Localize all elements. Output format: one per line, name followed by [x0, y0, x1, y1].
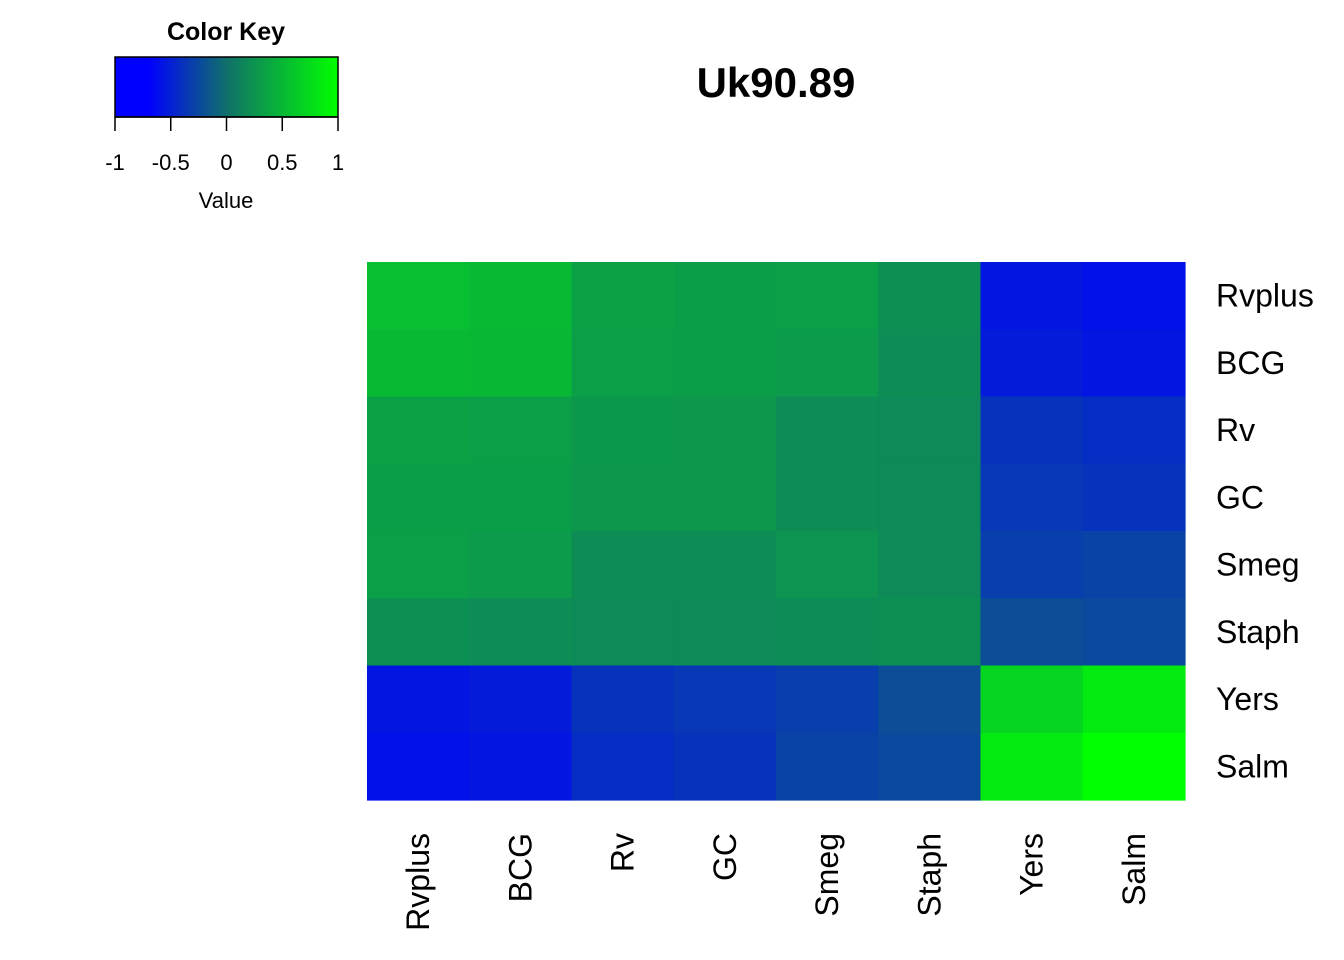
heatmap-cell [776, 665, 879, 734]
heatmap-cell [776, 463, 879, 532]
heatmap-cell [776, 732, 879, 801]
heatmap-cell [980, 665, 1084, 734]
heatmap-cell [1082, 598, 1186, 667]
color-key-tick-label: 0.5 [267, 150, 298, 175]
color-key-ticks: -1 -0.5 0 0.5 1 [105, 116, 344, 175]
heatmap-cell [980, 732, 1084, 801]
heatmap-cell [571, 598, 675, 667]
color-key-tick-label: 0 [220, 150, 232, 175]
heatmap-cell [878, 262, 982, 330]
heatmap-cell [776, 262, 879, 330]
heatmap-cell [776, 329, 879, 398]
heatmap-cell [776, 531, 879, 599]
color-key: Color Key -1 -0.5 0 0.5 1 Value [105, 18, 344, 213]
heatmap-cell [1082, 463, 1186, 532]
heatmap-cell [980, 463, 1084, 532]
heatmap-cells [367, 262, 1186, 801]
column-label: BCG [502, 833, 538, 902]
heatmap-cell [673, 329, 777, 398]
heatmap-cell [571, 262, 675, 330]
color-key-tick-label: -1 [105, 150, 125, 175]
color-key-tick-label: 1 [332, 150, 344, 175]
column-label: Smeg [809, 833, 845, 917]
row-label: Yers [1216, 681, 1279, 717]
heatmap-cell [367, 396, 470, 465]
chart-title: Uk90.89 [697, 59, 856, 106]
heatmap-cell [571, 531, 675, 599]
heatmap-cell [571, 463, 675, 532]
row-label: Salm [1216, 748, 1289, 784]
color-key-gradient-bar [114, 56, 339, 118]
heatmap-cell [571, 665, 675, 734]
column-labels: Rvplus BCG Rv GC Smeg Staph Yers Salm [400, 833, 1152, 931]
row-label: Staph [1216, 614, 1300, 650]
heatmap-cell [469, 732, 573, 801]
heatmap-cell [673, 665, 777, 734]
color-key-title: Color Key [167, 18, 285, 46]
heatmap-cell [980, 262, 1084, 330]
heatmap-cell [878, 396, 982, 465]
heatmap-cell [776, 396, 879, 465]
heatmap-cell [367, 262, 470, 330]
heatmap-cell [367, 598, 470, 667]
heatmap-cell [878, 665, 982, 734]
heatmap-cell [980, 329, 1084, 398]
heatmap-cell [469, 329, 573, 398]
row-label: Rv [1216, 412, 1255, 448]
heatmap-cell [878, 531, 982, 599]
row-label: Smeg [1216, 547, 1300, 583]
row-labels: Rvplus BCG Rv GC Smeg Staph Yers Salm [1216, 278, 1314, 785]
heatmap-cell [1082, 531, 1186, 599]
heatmap-cell [878, 598, 982, 667]
heatmap-cell [367, 732, 470, 801]
heatmap-cell [571, 732, 675, 801]
heatmap-cell [469, 463, 573, 532]
heatmap-cell [673, 531, 777, 599]
row-label: GC [1216, 479, 1264, 515]
column-label: Rv [605, 833, 641, 872]
heatmap-cell [980, 396, 1084, 465]
heatmap-cell [673, 396, 777, 465]
heatmap-cell [980, 598, 1084, 667]
row-label: BCG [1216, 345, 1285, 381]
heatmap-cell [673, 598, 777, 667]
heatmap-cell [878, 329, 982, 398]
heatmap-cell [469, 598, 573, 667]
heatmap-cell [367, 531, 470, 599]
column-label: Staph [911, 833, 947, 917]
heatmap-cell [367, 463, 470, 532]
heatmap-cell [469, 262, 573, 330]
heatmap-cell [1082, 396, 1186, 465]
column-label: Salm [1116, 833, 1152, 906]
heatmap-cell [469, 531, 573, 599]
heatmap-cell [1082, 262, 1186, 330]
heatmap-cell [1082, 732, 1186, 801]
heatmap-cell [367, 665, 470, 734]
heatmap-cell [673, 732, 777, 801]
column-label: GC [707, 833, 743, 881]
color-key-tick-label: -0.5 [152, 150, 190, 175]
heatmap-cell [367, 329, 470, 398]
heatmap-cell [776, 598, 879, 667]
heatmap-cell [1082, 329, 1186, 398]
heatmap-cell [469, 665, 573, 734]
heatmap-cell [571, 329, 675, 398]
heatmap-cell [571, 396, 675, 465]
heatmap-cell [469, 396, 573, 465]
color-key-xlabel: Value [199, 188, 254, 213]
heatmap-cell [878, 463, 982, 532]
heatmap-cell [673, 262, 777, 330]
heatmap-cell [673, 463, 777, 532]
column-label: Yers [1014, 833, 1050, 896]
heatmap-cell [878, 732, 982, 801]
column-label: Rvplus [400, 833, 436, 931]
row-label: Rvplus [1216, 278, 1314, 314]
heatmap-cell [1082, 665, 1186, 734]
heatmap-cell [980, 531, 1084, 599]
